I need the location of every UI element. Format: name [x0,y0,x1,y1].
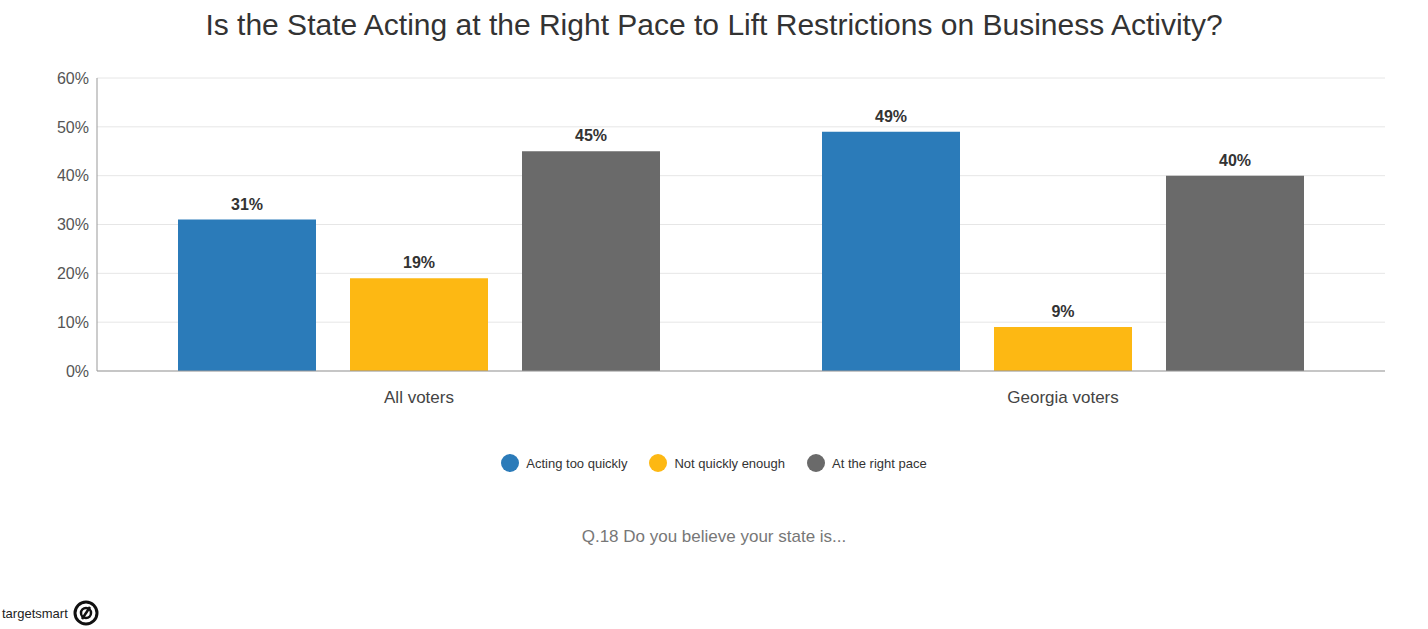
html-text:Is the State Acting at the Rig: Is the State Acting at the Right Pace to… [205,8,1223,41]
svg-text:49%: 49% [875,108,907,125]
svg-text:30%: 30% [57,216,89,233]
svg-text:19%: 19% [403,254,435,271]
html-text:targetsmart: targetsmart [2,605,68,621]
svg-text:Georgia voters: Georgia voters [1007,388,1119,407]
svg-text:10%: 10% [57,314,89,331]
svg-text:60%: 60% [57,70,89,87]
svg-text:45%: 45% [575,127,607,144]
html-text:Acting too quickly: Acting too quickly [526,455,628,471]
svg-text:0%: 0% [66,363,89,380]
html-text:Q.18 Do you believe your state: Q.18 Do you believe your state is... [581,527,847,546]
svg-text:40%: 40% [57,167,89,184]
svg-text:50%: 50% [57,119,89,136]
svg-text:20%: 20% [57,265,89,282]
svg-text:31%: 31% [231,196,263,213]
svg-text:40%: 40% [1219,152,1251,169]
html-text:At the right pace: At the right pace [832,455,927,471]
svg-text:9%: 9% [1051,303,1074,320]
html-text:Not quickly enough: Not quickly enough [674,455,785,471]
svg-text:All voters: All voters [384,388,454,407]
